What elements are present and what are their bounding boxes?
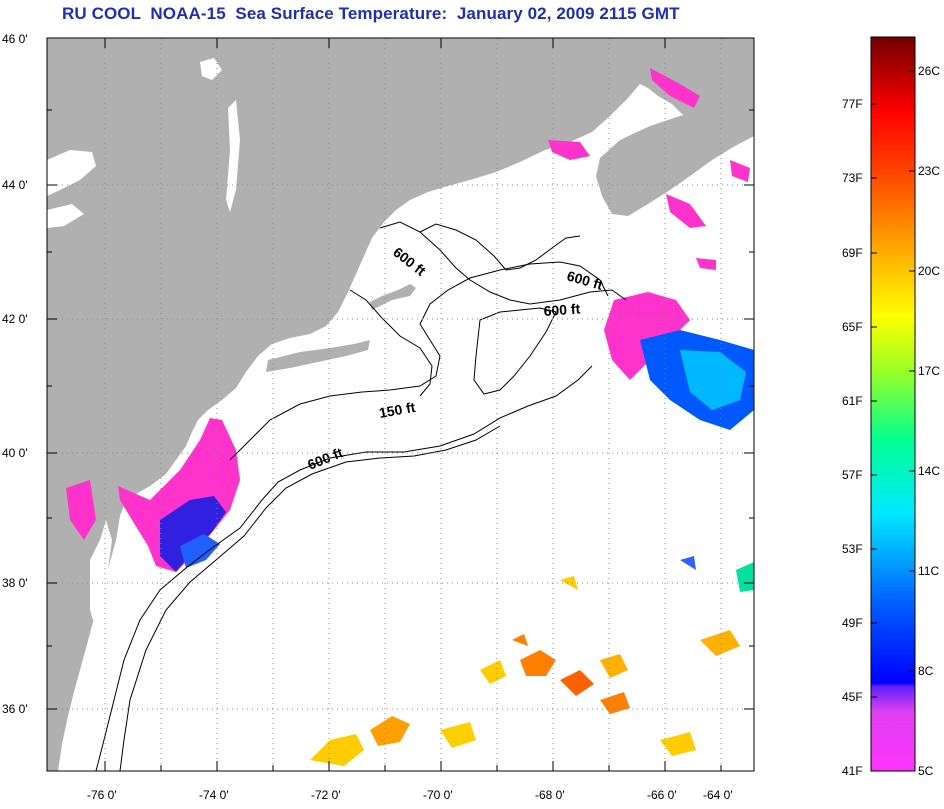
colorbar-celsius-label: 5C [918, 764, 934, 778]
lake [47, 150, 96, 196]
colorbar-fahrenheit-label: 61F [842, 394, 863, 408]
colorbar-celsius-label: 8C [918, 664, 934, 678]
isobath-contours [95, 221, 627, 771]
latitude-label: 40 0' [2, 446, 28, 460]
longitude-label: -66 0' [647, 788, 677, 802]
longitude-label: -74 0' [199, 788, 229, 802]
sst-patches-cold [66, 68, 754, 572]
latitude-label: 46 0' [2, 32, 28, 46]
land-bay [90, 520, 112, 630]
contour-label: 600 ft [543, 300, 581, 319]
colorbar-fahrenheit-label: 53F [842, 542, 863, 556]
graticule-grid [47, 38, 754, 771]
colorbar-fahrenheit-label: 41F [842, 764, 863, 778]
land-nova-scotia [596, 96, 754, 216]
colorbar-fahrenheit-label: 73F [842, 171, 863, 185]
colorbar-celsius-label: 17C [918, 364, 940, 378]
map-frame [46, 37, 755, 772]
longitude-label: -64 0' [703, 788, 733, 802]
latitude-label: 44 0' [2, 178, 28, 192]
colorbar-fahrenheit-label: 49F [842, 616, 863, 630]
longitude-label: -76 0' [87, 788, 117, 802]
longitude-label: -72 0' [311, 788, 341, 802]
colorbar-fahrenheit-label: 77F [842, 97, 863, 111]
colorbar-fahrenheit-label: 57F [842, 468, 863, 482]
latitude-label: 38 0' [2, 576, 28, 590]
colorbar-fahrenheit-label: 45F [842, 690, 863, 704]
land-long-island [266, 340, 370, 372]
land-mainland [47, 38, 754, 771]
sst-patches-warm [310, 556, 754, 766]
colorbar-celsius-label: 11C [918, 564, 939, 578]
map-title: RU COOL NOAA-15 Sea Surface Temperature:… [62, 4, 680, 23]
contour-label: 150 ft [378, 399, 417, 421]
colorbar-fahrenheit-label: 69F [842, 246, 863, 260]
longitude-label: -68 0' [535, 788, 565, 802]
lake [226, 100, 240, 212]
colorbar-fahrenheit-label: 65F [842, 320, 863, 334]
land-cape-cod [370, 284, 416, 310]
colorbar-celsius-label: 20C [918, 264, 940, 278]
colorbar-celsius-label: 26C [918, 64, 940, 78]
colorbar-ticks [871, 70, 915, 698]
axis-ticks [47, 38, 754, 771]
latitude-label: 42 0' [2, 312, 28, 326]
latitude-label: 36 0' [2, 702, 28, 716]
temperature-colorbar [870, 36, 916, 772]
longitude-label: -70 0' [423, 788, 453, 802]
colorbar-celsius-label: 14C [918, 464, 940, 478]
lake [47, 204, 84, 228]
colorbar-celsius-label: 23C [918, 164, 940, 178]
